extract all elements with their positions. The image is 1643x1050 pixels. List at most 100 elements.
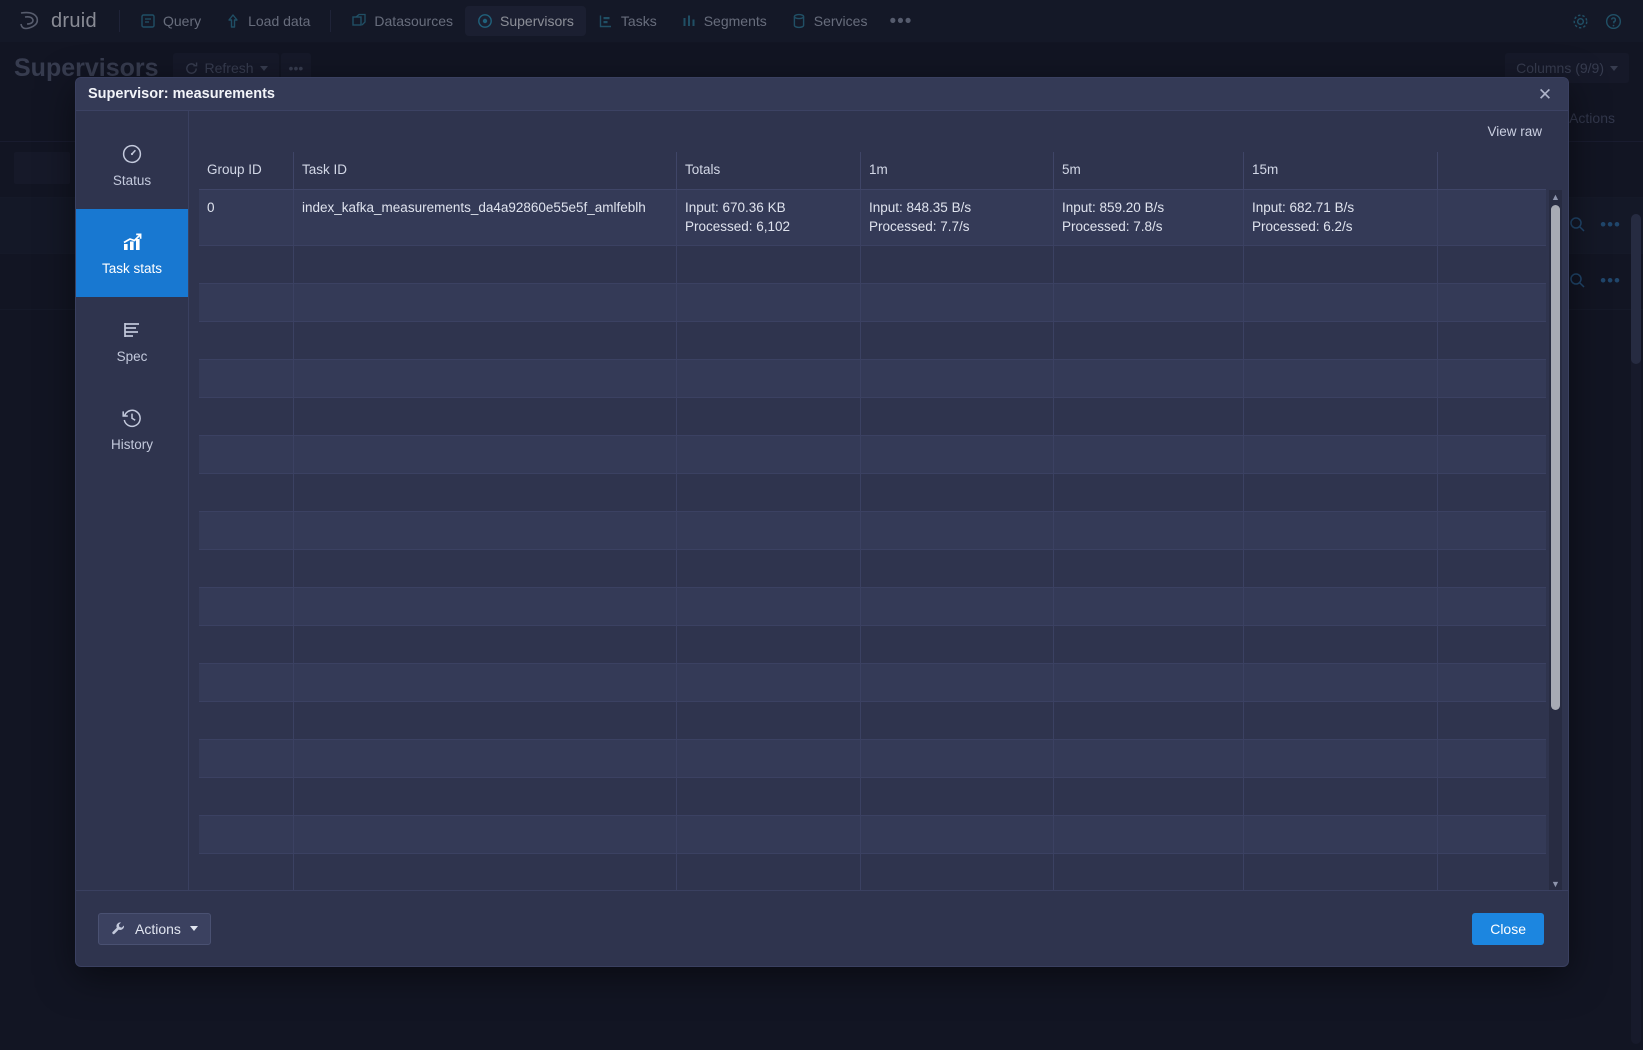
row-more-button[interactable]: ••• [1600, 271, 1621, 290]
nav-divider-1 [118, 10, 120, 32]
empty-cell [861, 778, 1054, 815]
columns-dropdown[interactable]: Columns (9/9) [1505, 53, 1629, 83]
column-header-totals[interactable]: Totals [677, 152, 861, 189]
empty-cell [1054, 474, 1244, 511]
background-scrollbar[interactable] [1631, 214, 1641, 1044]
column-header-task-id[interactable]: Task ID [294, 152, 677, 189]
empty-cell [677, 626, 861, 663]
empty-cell [199, 474, 294, 511]
scroll-up-arrow-icon[interactable]: ▲ [1551, 191, 1560, 202]
nav-item-load-data[interactable]: Load data [213, 6, 322, 36]
content-toolbar: View raw [189, 111, 1568, 152]
column-header-5m[interactable]: 5m [1054, 152, 1244, 189]
help-icon[interactable] [1604, 12, 1623, 31]
empty-cell [861, 360, 1054, 397]
nav-item-segments[interactable]: Segments [669, 6, 779, 36]
empty-cell [861, 626, 1054, 663]
dialog-tab-spec[interactable]: Spec [76, 297, 188, 385]
empty-cell [861, 816, 1054, 853]
gear-icon[interactable] [1571, 12, 1590, 31]
cell-15m: Input: 682.71 B/s Processed: 6.2/s [1244, 190, 1438, 245]
empty-cell [199, 664, 294, 701]
search-icon[interactable] [1569, 272, 1586, 289]
dialog-tab-status[interactable]: Status [76, 121, 188, 209]
empty-cell [199, 550, 294, 587]
empty-cell [677, 588, 861, 625]
column-header-15m[interactable]: 15m [1244, 152, 1438, 189]
scrollbar-thumb[interactable] [1551, 205, 1560, 710]
view-raw-link[interactable]: View raw [1487, 124, 1542, 139]
nav-label: Supervisors [500, 13, 574, 29]
m15-input-value: Input: 682.71 B/s [1252, 200, 1355, 215]
column-header-1m[interactable]: 1m [861, 152, 1054, 189]
empty-cell [1244, 740, 1438, 777]
background-actions-header: Actions [1569, 110, 1615, 126]
tab-label: Status [112, 172, 152, 188]
cell-totals: Input: 670.36 KB Processed: 6,102 [677, 190, 861, 245]
dialog-sidebar: Status Task stats [76, 111, 189, 890]
top-navbar: druid Query Load data Datasources [0, 0, 1643, 42]
refresh-label: Refresh [204, 60, 254, 76]
dialog-footer: Actions Close [76, 890, 1568, 966]
empty-cell [199, 854, 294, 890]
empty-cell [1438, 702, 1546, 739]
empty-cell [294, 474, 677, 511]
table-row-empty [199, 512, 1546, 550]
nav-item-supervisors[interactable]: Supervisors [465, 6, 586, 36]
row-more-button[interactable]: ••• [1600, 215, 1621, 234]
empty-cell [294, 512, 677, 549]
empty-cell [861, 474, 1054, 511]
empty-cell [677, 284, 861, 321]
empty-cell [677, 398, 861, 435]
tasks-icon [599, 15, 611, 28]
row-actions[interactable]: ••• [1569, 216, 1621, 233]
scroll-down-arrow-icon[interactable]: ▼ [1551, 878, 1560, 889]
table-row-empty [199, 284, 1546, 322]
empty-cell [677, 740, 861, 777]
empty-cell [1438, 588, 1546, 625]
empty-cell [1438, 246, 1546, 283]
empty-cell [199, 284, 294, 321]
nav-label: Load data [248, 13, 311, 29]
search-icon[interactable] [1569, 216, 1586, 233]
nav-item-tasks[interactable]: Tasks [586, 6, 669, 36]
m15-processed-value: Processed: 6.2/s [1252, 219, 1353, 235]
empty-cell [1054, 740, 1244, 777]
close-button[interactable]: Close [1472, 912, 1544, 945]
table-row-empty [199, 474, 1546, 512]
nav-more-button[interactable]: ••• [889, 10, 913, 32]
dialog-tab-task-stats[interactable]: Task stats [76, 209, 188, 297]
cell-group-id: 0 [199, 190, 294, 245]
supervisor-dialog: Supervisor: measurements ✕ Status [76, 78, 1568, 966]
empty-cell [677, 322, 861, 359]
table-scrollbar[interactable]: ▲ ▼ [1549, 190, 1562, 890]
empty-cell [1054, 588, 1244, 625]
empty-cell [1244, 588, 1438, 625]
column-header-extra[interactable] [1438, 152, 1546, 189]
empty-cell [1244, 854, 1438, 890]
table-row[interactable]: 0 index_kafka_measurements_da4a92860e55e… [199, 190, 1546, 246]
column-header-group-id[interactable]: Group ID [199, 152, 294, 189]
table-row-empty [199, 398, 1546, 436]
actions-button[interactable]: Actions [98, 912, 211, 945]
empty-cell [1438, 854, 1546, 890]
empty-cell [294, 550, 677, 587]
scrollbar-thumb[interactable] [1631, 214, 1641, 364]
empty-cell [1244, 360, 1438, 397]
row-actions[interactable]: ••• [1569, 272, 1621, 289]
dialog-tab-history[interactable]: History [76, 385, 188, 473]
page-title: Supervisors [14, 53, 159, 82]
chevron-down-icon [259, 65, 268, 71]
empty-cell [1244, 322, 1438, 359]
nav-item-query[interactable]: Query [128, 6, 213, 36]
nav-item-datasources[interactable]: Datasources [339, 6, 465, 36]
empty-cell [1244, 702, 1438, 739]
empty-cell [1438, 284, 1546, 321]
empty-cell [1054, 436, 1244, 473]
chevron-down-icon [189, 926, 198, 931]
close-icon[interactable]: ✕ [1537, 84, 1553, 104]
brand[interactable]: druid [14, 10, 111, 33]
nav-item-services[interactable]: Services [779, 6, 880, 36]
empty-cell [294, 246, 677, 283]
totals-processed-value: Processed: 6,102 [685, 219, 791, 235]
